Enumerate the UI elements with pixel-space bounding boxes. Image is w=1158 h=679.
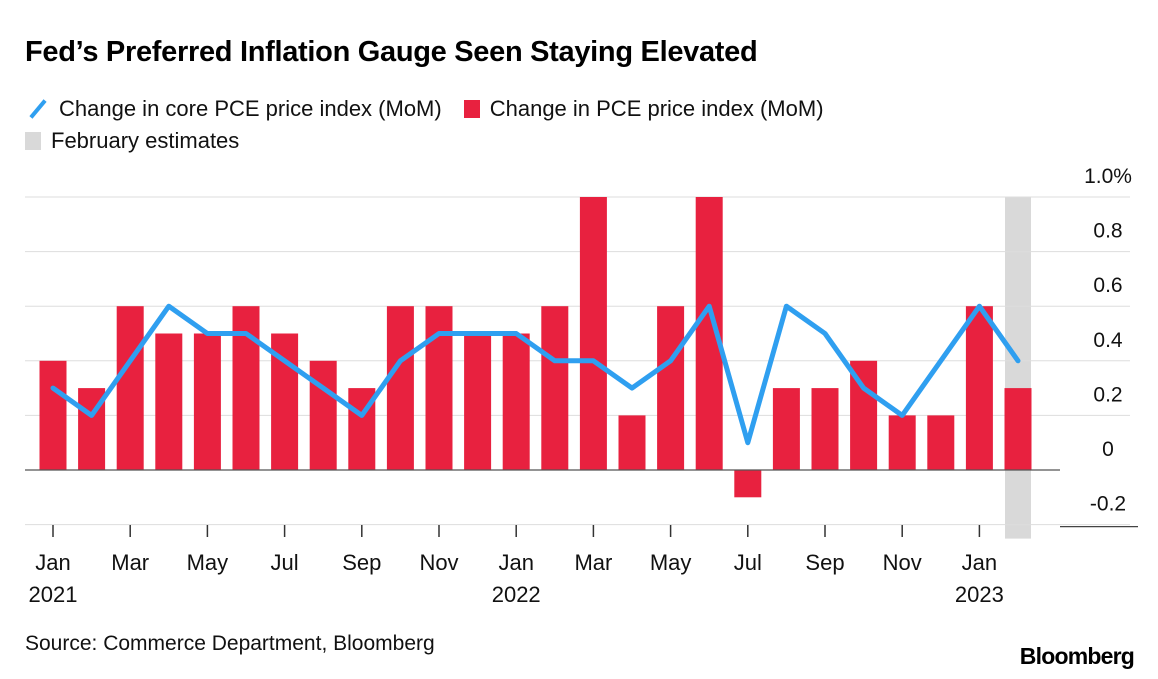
x-tick-label: Nov (883, 550, 922, 575)
pce-bar (39, 360, 67, 470)
x-tick-label: Mar (111, 550, 149, 575)
brand-logo: Bloomberg (1019, 643, 1135, 669)
pce-bar (1004, 388, 1032, 470)
x-tick-label: Jul (734, 550, 762, 575)
pce-bar (386, 306, 414, 470)
y-tick-label: 0 (1102, 438, 1114, 461)
legend-item-pce: Change in PCE price index (MoM) (463, 96, 824, 122)
pce-bar (888, 415, 916, 470)
x-tick-label: Jan (498, 550, 533, 575)
x-tick-label: May (650, 550, 692, 575)
pce-bar (618, 415, 646, 470)
pce-bar (657, 306, 685, 470)
legend-label-estimates: February estimates (51, 128, 240, 153)
x-tick-label: Nov (419, 550, 458, 575)
pce-bar (232, 306, 260, 470)
x-year-label: 2022 (492, 582, 541, 607)
x-tick-label: Jan (962, 550, 997, 575)
bar-swatch-icon (463, 100, 480, 118)
chart-legend: Change in core PCE price index (MoM) Cha… (25, 93, 846, 157)
y-tick-label: 1.0% (1084, 165, 1132, 188)
line-swatch-icon (25, 98, 47, 120)
pce-bar (464, 333, 492, 470)
pce-chart: 1.0% 0.8 0.6 0.4 0.2 0 -0.2 Jan 2021 Mar May Jul Sep… (25, 165, 1138, 607)
x-tick-label: Mar (574, 550, 612, 575)
pce-bar (734, 470, 762, 498)
pce-bar (193, 333, 221, 470)
core-pce-line (50, 303, 1021, 446)
february-estimate-band (1005, 197, 1031, 539)
x-year-label: 2021 (29, 582, 78, 607)
x-tick-label: May (187, 550, 229, 575)
x-tick-label: Sep (805, 550, 844, 575)
pce-bar (772, 388, 800, 470)
y-tick-label: 0.4 (1093, 329, 1123, 352)
x-tick-label: Jul (271, 550, 299, 575)
pce-bar (541, 306, 569, 470)
pce-bar (309, 360, 337, 470)
y-tick-label: 0.6 (1093, 274, 1122, 297)
chart-title: Fed’s Preferred Inflation Gauge Seen Sta… (25, 36, 758, 68)
x-tick-label: Sep (342, 550, 381, 575)
y-tick-label: 0.8 (1093, 220, 1122, 243)
legend-item-core-pce: Change in core PCE price index (MoM) (25, 96, 442, 122)
pce-bar (116, 306, 144, 470)
pce-bar (927, 415, 955, 470)
legend-label-pce: Change in PCE price index (MoM) (489, 96, 824, 121)
shade-swatch-icon (25, 132, 41, 150)
x-year-label: 2023 (955, 582, 1004, 607)
x-tick-label: Jan (35, 550, 70, 575)
y-tick-label: -0.2 (1090, 493, 1126, 516)
pce-bar (811, 388, 839, 470)
pce-bar (579, 197, 607, 470)
y-tick-label: 0.2 (1093, 383, 1122, 406)
source-note: Source: Commerce Department, Bloomberg (25, 632, 435, 655)
pce-bar (425, 306, 453, 470)
pce-bar (502, 333, 530, 470)
pce-bar (965, 306, 993, 470)
legend-label-core-pce: Change in core PCE price index (MoM) (59, 96, 442, 121)
pce-bar (155, 333, 183, 470)
legend-item-estimates: February estimates (25, 128, 239, 154)
